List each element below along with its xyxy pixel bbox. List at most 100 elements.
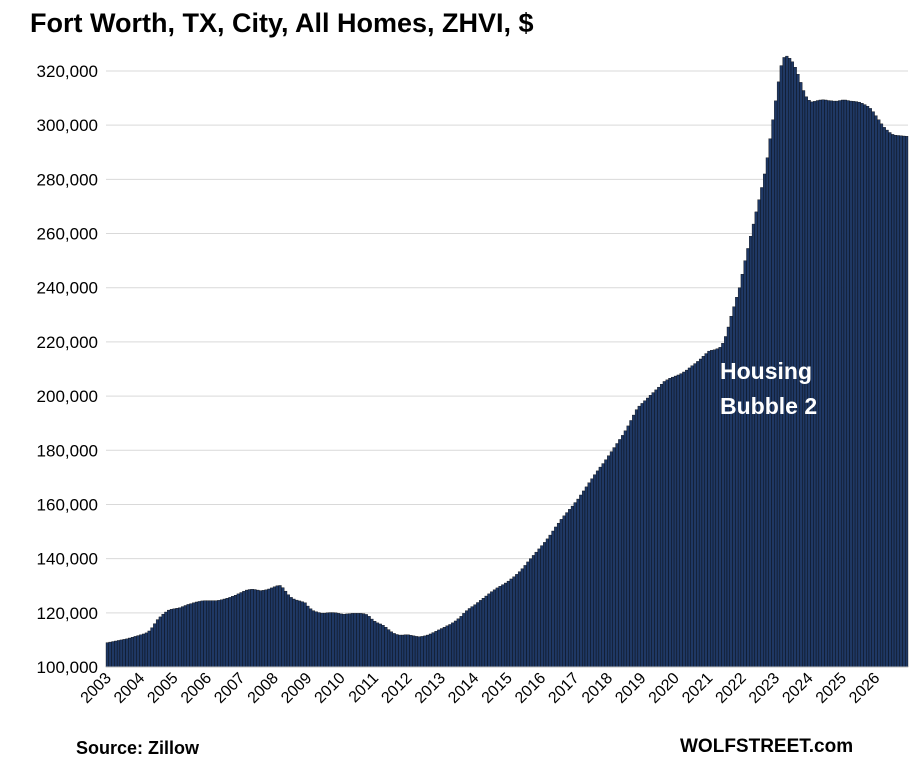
x-tick-label: 2010 <box>312 670 349 707</box>
bar <box>398 634 402 668</box>
bar <box>317 612 321 668</box>
bar <box>534 551 538 668</box>
bar <box>189 603 193 668</box>
bar <box>715 348 719 668</box>
bar <box>690 365 694 668</box>
x-tick-label: 2005 <box>144 670 181 707</box>
bar <box>200 600 204 668</box>
bar <box>258 590 263 668</box>
bar <box>389 631 393 668</box>
bar <box>501 584 505 668</box>
x-tick-label: 2007 <box>211 670 248 707</box>
bar <box>222 598 226 668</box>
bar <box>125 638 129 668</box>
bar <box>618 439 622 668</box>
bar <box>665 379 669 668</box>
bar <box>417 636 421 668</box>
bar <box>838 100 842 668</box>
bar <box>161 613 165 668</box>
bar <box>515 574 519 668</box>
bar <box>309 608 313 668</box>
bar <box>554 526 558 668</box>
bar <box>467 608 471 668</box>
bar <box>685 369 689 668</box>
bar <box>233 595 238 668</box>
bar <box>130 637 135 668</box>
bar <box>609 451 613 668</box>
y-tick-label: 140,000 <box>37 550 98 569</box>
bar <box>375 622 380 668</box>
bar <box>323 612 327 668</box>
bar <box>562 515 566 668</box>
bar <box>760 187 764 668</box>
bar <box>707 350 711 668</box>
bar <box>353 613 357 668</box>
bar <box>879 123 884 668</box>
bar <box>311 610 316 668</box>
x-tick-label: 2009 <box>278 670 315 707</box>
bar <box>543 542 547 668</box>
annotation-line-2: Bubble 2 <box>720 393 817 419</box>
bar <box>668 378 672 668</box>
bar <box>470 606 474 668</box>
bar <box>537 548 541 668</box>
bar <box>568 509 572 668</box>
bar <box>626 425 630 668</box>
bar <box>247 589 251 668</box>
bar <box>150 627 154 668</box>
bar <box>272 586 277 668</box>
bar <box>632 414 636 668</box>
bar <box>370 618 374 668</box>
source-label: Source: Zillow <box>76 738 200 758</box>
bar <box>587 482 591 668</box>
x-tick-label: 2012 <box>378 670 415 707</box>
bar <box>757 199 761 668</box>
bar <box>640 403 644 668</box>
bar <box>465 610 469 668</box>
bar <box>659 383 664 668</box>
bar <box>657 386 661 668</box>
bar <box>582 490 586 668</box>
x-tick-label: 2004 <box>111 670 148 707</box>
annotation-line-1: Housing <box>720 358 812 384</box>
bar <box>175 608 179 668</box>
bar <box>281 587 285 668</box>
bar <box>634 409 639 668</box>
x-tick-label: 2020 <box>646 670 683 707</box>
x-tick-label: 2013 <box>412 670 449 707</box>
bar <box>810 101 814 668</box>
bar <box>442 627 446 668</box>
bar <box>153 623 157 668</box>
bar <box>384 627 388 668</box>
bar <box>498 586 502 668</box>
bar <box>336 613 341 668</box>
x-tick-label: 2017 <box>545 670 582 707</box>
bar <box>378 623 382 668</box>
bar <box>245 589 249 668</box>
bar <box>172 608 176 668</box>
bar <box>701 356 705 668</box>
bar <box>362 613 366 668</box>
bar <box>111 641 115 668</box>
bar <box>815 100 820 668</box>
bar <box>194 601 199 668</box>
bar <box>331 612 335 668</box>
bar <box>122 639 126 668</box>
bar <box>476 602 480 668</box>
bar <box>570 505 575 668</box>
bar <box>693 363 697 668</box>
bar <box>437 629 441 668</box>
bar <box>827 100 831 668</box>
bar <box>186 604 190 668</box>
x-tick-label: 2014 <box>445 670 482 707</box>
bar <box>545 538 549 668</box>
bar <box>256 589 260 668</box>
bar <box>595 470 600 668</box>
bar <box>590 478 594 668</box>
bar <box>885 129 889 668</box>
bar <box>203 600 207 668</box>
chart-title: Fort Worth, TX, City, All Homes, ZHVI, $ <box>30 8 534 38</box>
bar <box>348 613 352 668</box>
bar <box>866 106 870 668</box>
x-tick-label: 2018 <box>579 670 616 707</box>
